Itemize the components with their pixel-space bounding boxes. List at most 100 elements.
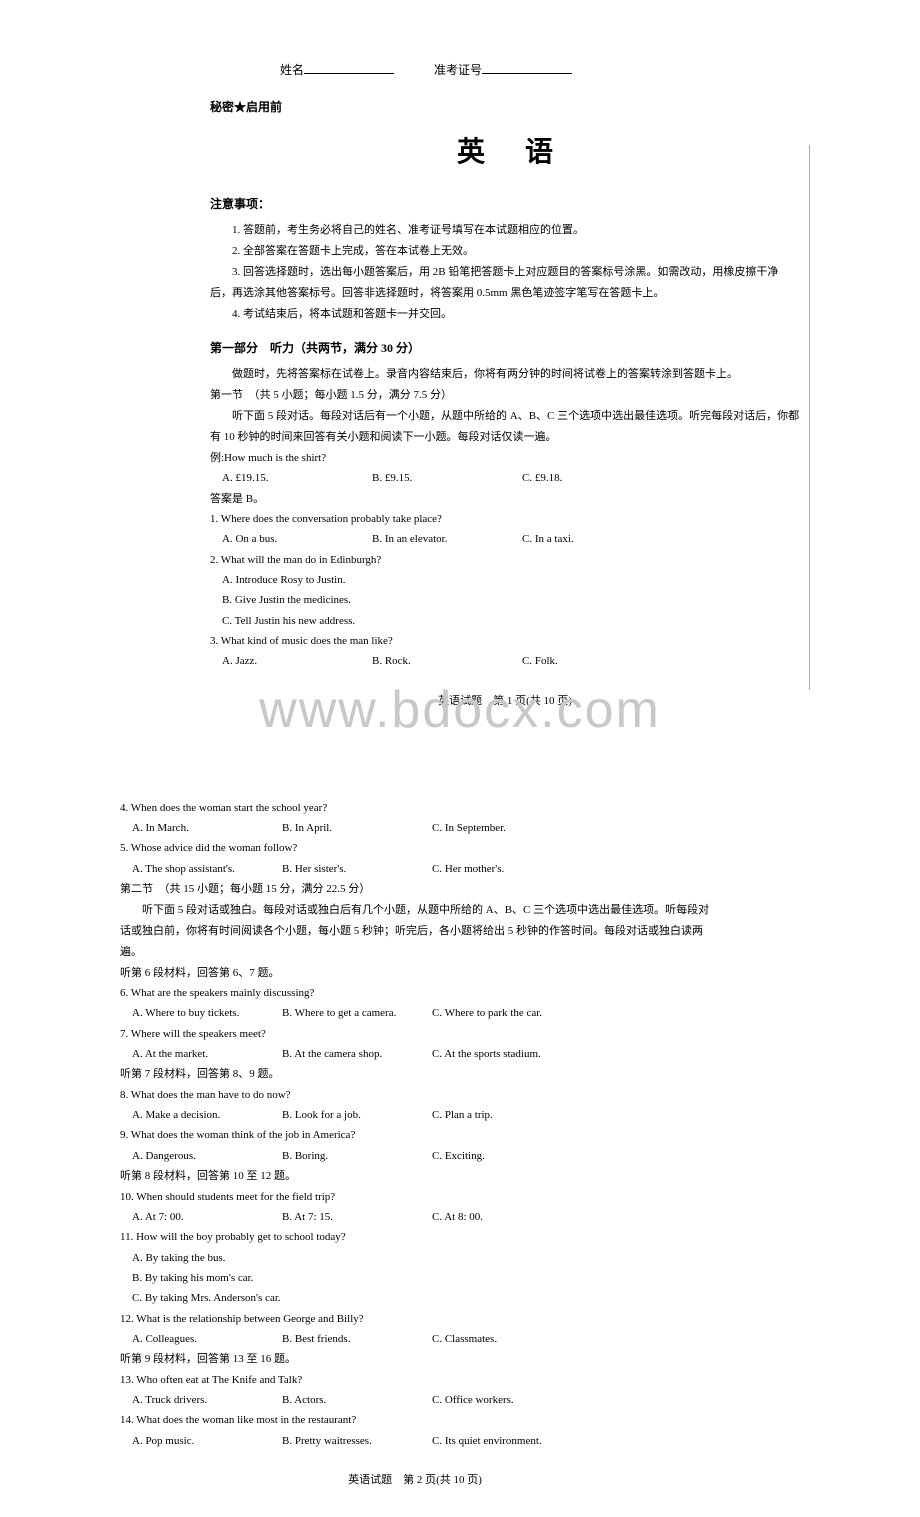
q13-b: B. Actors. bbox=[282, 1390, 432, 1410]
header-fields: 姓名 准考证号 bbox=[210, 60, 800, 78]
example-a: A. £19.15. bbox=[222, 468, 372, 488]
q10-choices: A. At 7: 00. B. At 7: 15. C. At 8: 00. bbox=[120, 1207, 710, 1227]
q2-c: C. Tell Justin his new address. bbox=[210, 611, 800, 631]
q10-b: B. At 7: 15. bbox=[282, 1207, 432, 1227]
q3-a: A. Jazz. bbox=[222, 651, 372, 671]
q1-c: C. In a taxi. bbox=[522, 529, 702, 549]
q12-a: A. Colleagues. bbox=[132, 1329, 282, 1349]
q4-a: A. In March. bbox=[132, 818, 282, 838]
q9-choices: A. Dangerous. B. Boring. C. Exciting. bbox=[120, 1146, 710, 1166]
example-b: B. £9.15. bbox=[372, 468, 522, 488]
listen6: 听第 6 段材料，回答第 6、7 题。 bbox=[120, 963, 710, 983]
q11-b: B. By taking his mom's car. bbox=[120, 1268, 710, 1288]
notice-title: 注意事项： bbox=[210, 195, 800, 212]
q14-text: 14. What does the woman like most in the… bbox=[120, 1410, 710, 1430]
listen8: 听第 8 段材料，回答第 10 至 12 题。 bbox=[120, 1166, 710, 1186]
q5-a: A. The shop assistant's. bbox=[132, 859, 282, 879]
exam-page-2: 4. When does the woman start the school … bbox=[0, 738, 920, 1517]
q13-c: C. Office workers. bbox=[432, 1390, 612, 1410]
example-answer: 答案是 B。 bbox=[210, 489, 800, 509]
notice-3: 3. 回答选择题时，选出每小题答案后，用 2B 铅笔把答题卡上对应题目的答案标号… bbox=[210, 262, 800, 304]
exam-page-1: 姓名 准考证号 秘密★启用前 英语 注意事项： 1. 答题前，考生务必将自己的姓… bbox=[0, 0, 920, 738]
q4-c: C. In September. bbox=[432, 818, 612, 838]
q14-a: A. Pop music. bbox=[132, 1431, 282, 1451]
q8-choices: A. Make a decision. B. Look for a job. C… bbox=[120, 1105, 710, 1125]
q8-a: A. Make a decision. bbox=[132, 1105, 282, 1125]
q6-choices: A. Where to buy tickets. B. Where to get… bbox=[120, 1003, 710, 1023]
example-label: 例:How much is the shirt? bbox=[210, 448, 800, 468]
q13-choices: A. Truck drivers. B. Actors. C. Office w… bbox=[120, 1390, 710, 1410]
notice-2: 2. 全部答案在答题卡上完成，答在本试卷上无效。 bbox=[210, 241, 800, 262]
q11-c: C. By taking Mrs. Anderson's car. bbox=[120, 1288, 710, 1308]
example-c: C. £9.18. bbox=[522, 468, 702, 488]
q1-b: B. In an elevator. bbox=[372, 529, 522, 549]
listen9: 听第 9 段材料，回答第 13 至 16 题。 bbox=[120, 1349, 710, 1369]
q6-a: A. Where to buy tickets. bbox=[132, 1003, 282, 1023]
q4-choices: A. In March. B. In April. C. In Septembe… bbox=[120, 818, 710, 838]
q3-c: C. Folk. bbox=[522, 651, 702, 671]
q7-text: 7. Where will the speakers meet? bbox=[120, 1024, 710, 1044]
q13-a: A. Truck drivers. bbox=[132, 1390, 282, 1410]
q4-text: 4. When does the woman start the school … bbox=[120, 798, 710, 818]
q10-c: C. At 8: 00. bbox=[432, 1207, 612, 1227]
part1-intro: 做题时，先将答案标在试卷上。录音内容结束后，你将有两分钟的时间将试卷上的答案转涂… bbox=[210, 364, 800, 385]
q1-a: A. On a bus. bbox=[222, 529, 372, 549]
q14-choices: A. Pop music. B. Pretty waitresses. C. I… bbox=[120, 1431, 710, 1451]
page1-footer: 英语试题 第 1 页(共 10 页) bbox=[210, 692, 800, 708]
q2-a: A. Introduce Rosy to Justin. bbox=[210, 570, 800, 590]
q5-b: B. Her sister's. bbox=[282, 859, 432, 879]
q5-c: C. Her mother's. bbox=[432, 859, 612, 879]
q6-b: B. Where to get a camera. bbox=[282, 1003, 432, 1023]
q12-choices: A. Colleagues. B. Best friends. C. Class… bbox=[120, 1329, 710, 1349]
q1-choices: A. On a bus. B. In an elevator. C. In a … bbox=[210, 529, 800, 549]
q6-text: 6. What are the speakers mainly discussi… bbox=[120, 983, 710, 1003]
q5-choices: A. The shop assistant's. B. Her sister's… bbox=[120, 859, 710, 879]
part1-header: 第一部分 听力（共两节，满分 30 分） bbox=[210, 339, 800, 356]
q8-text: 8. What does the man have to do now? bbox=[120, 1085, 710, 1105]
q7-c: C. At the sports stadium. bbox=[432, 1044, 612, 1064]
notice-1: 1. 答题前，考生务必将自己的姓名、准考证号填写在本试题相应的位置。 bbox=[210, 220, 800, 241]
notice-4: 4. 考试结束后，将本试题和答题卡一并交回。 bbox=[210, 304, 800, 325]
name-label: 姓名 bbox=[280, 61, 304, 78]
section2-header: 第二节 （共 15 小题；每小题 15 分，满分 22.5 分） bbox=[120, 879, 710, 900]
main-title: 英语 bbox=[210, 130, 800, 170]
q14-b: B. Pretty waitresses. bbox=[282, 1431, 432, 1451]
q7-choices: A. At the market. B. At the camera shop.… bbox=[120, 1044, 710, 1064]
secret-label: 秘密★启用前 bbox=[210, 98, 800, 115]
exam-id-underline bbox=[482, 60, 572, 74]
q10-text: 10. When should students meet for the fi… bbox=[120, 1187, 710, 1207]
margin-line bbox=[809, 145, 810, 690]
q14-c: C. Its quiet environment. bbox=[432, 1431, 612, 1451]
q10-a: A. At 7: 00. bbox=[132, 1207, 282, 1227]
q9-b: B. Boring. bbox=[282, 1146, 432, 1166]
q6-c: C. Where to park the car. bbox=[432, 1003, 612, 1023]
notice-3-text: 3. 回答选择题时，选出每小题答案后，用 2B 铅笔把答题卡上对应题目的答案标号… bbox=[210, 266, 778, 299]
exam-id-label: 准考证号 bbox=[434, 61, 482, 78]
q2-text: 2. What will the man do in Edinburgh? bbox=[210, 550, 800, 570]
q9-c: C. Exciting. bbox=[432, 1146, 612, 1166]
q5-text: 5. Whose advice did the woman follow? bbox=[120, 838, 710, 858]
q12-text: 12. What is the relationship between Geo… bbox=[120, 1309, 710, 1329]
q3-text: 3. What kind of music does the man like? bbox=[210, 631, 800, 651]
q13-text: 13. Who often eat at The Knife and Talk? bbox=[120, 1370, 710, 1390]
q12-b: B. Best friends. bbox=[282, 1329, 432, 1349]
page2-footer: 英语试题 第 2 页(共 10 页) bbox=[120, 1471, 710, 1487]
section2-intro: 听下面 5 段对话或独白。每段对话或独白后有几个小题，从题中所给的 A、B、C … bbox=[120, 900, 710, 963]
q2-b: B. Give Justin the medicines. bbox=[210, 590, 800, 610]
q7-b: B. At the camera shop. bbox=[282, 1044, 432, 1064]
q11-text: 11. How will the boy probably get to sch… bbox=[120, 1227, 710, 1247]
q7-a: A. At the market. bbox=[132, 1044, 282, 1064]
q11-a: A. By taking the bus. bbox=[120, 1248, 710, 1268]
exam-id-field: 准考证号 bbox=[434, 60, 572, 78]
q3-b: B. Rock. bbox=[372, 651, 522, 671]
q8-c: C. Plan a trip. bbox=[432, 1105, 612, 1125]
section1-intro: 听下面 5 段对话。每段对话后有一个小题，从题中所给的 A、B、C 三个选项中选… bbox=[210, 406, 800, 448]
listen7: 听第 7 段材料，回答第 8、9 题。 bbox=[120, 1064, 710, 1084]
name-field: 姓名 bbox=[280, 60, 394, 78]
section1-header: 第一节 （共 5 小题；每小题 1.5 分，满分 7.5 分） bbox=[210, 385, 800, 406]
q4-b: B. In April. bbox=[282, 818, 432, 838]
q3-choices: A. Jazz. B. Rock. C. Folk. bbox=[210, 651, 800, 671]
example-choices: A. £19.15. B. £9.15. C. £9.18. bbox=[210, 468, 800, 488]
q1-text: 1. Where does the conversation probably … bbox=[210, 509, 800, 529]
q9-text: 9. What does the woman think of the job … bbox=[120, 1125, 710, 1145]
